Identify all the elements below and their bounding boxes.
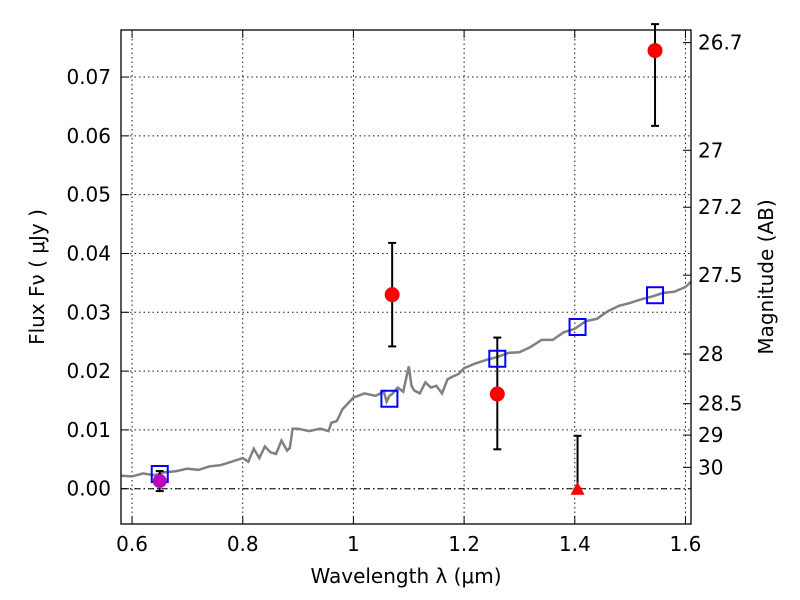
x-tick-label: 0.8	[227, 532, 259, 556]
y-tick-label: 0.02	[66, 359, 111, 383]
x-tick-label: 1.2	[448, 532, 480, 556]
magnitude-tick-label: 27.2	[698, 195, 743, 219]
model-flux-marker	[568, 317, 587, 336]
y-axis-label: Flux Fν ( μJy )	[25, 209, 49, 345]
magnitude-tick-label: 26.7	[698, 31, 743, 55]
y-tick-label: 0.05	[66, 183, 111, 207]
y-axis-ticks: 0.00 0.01 0.02 0.03 0.04 0.05 0.06 0.07	[66, 65, 129, 501]
observed-flux-marker	[647, 43, 663, 59]
x-tick-label: 0.6	[116, 532, 148, 556]
plot-frame	[120, 29, 692, 525]
magnitude-tick-label: 28.5	[698, 392, 743, 416]
plot-area	[121, 30, 691, 524]
model-flux-marker	[646, 286, 665, 305]
magnitude-tick-label: 27	[698, 138, 723, 162]
y-tick-label: 0.03	[66, 300, 111, 324]
template-sed-line	[120, 280, 692, 478]
y2-axis-label: Magnitude (AB)	[754, 199, 778, 354]
x-tick-label: 1.6	[670, 532, 702, 556]
magnitude-tick-label: 30	[698, 455, 723, 479]
y-tick-label: 0.06	[66, 124, 111, 148]
observed-flux-marker	[489, 386, 505, 402]
y-tick-label: 0.04	[66, 241, 111, 265]
x-axis-ticks: 0.6 0.8 1 1.2 1.4 1.6	[116, 30, 701, 556]
magnitude-axis-ticks: 26.7 27 27.2 27.5 28 28.5 29 30	[683, 31, 743, 479]
magnitude-tick-label: 27.5	[698, 263, 743, 287]
magnitude-tick-label: 29	[698, 423, 723, 447]
model-flux-marker	[380, 389, 399, 408]
y-tick-label: 0.00	[66, 477, 111, 501]
x-tick-label: 1	[347, 532, 360, 556]
special-flux-marker	[152, 474, 167, 489]
magnitude-tick-label: 28	[698, 342, 723, 366]
y-tick-label: 0.07	[66, 65, 111, 89]
upper-limit-marker	[570, 481, 585, 495]
x-axis-label: Wavelength λ (μm)	[310, 564, 501, 588]
y-tick-label: 0.01	[66, 418, 111, 442]
model-flux-marker	[488, 349, 507, 368]
observed-flux-marker	[384, 287, 400, 303]
x-tick-label: 1.4	[559, 532, 591, 556]
observed-flux-markers	[152, 43, 663, 495]
